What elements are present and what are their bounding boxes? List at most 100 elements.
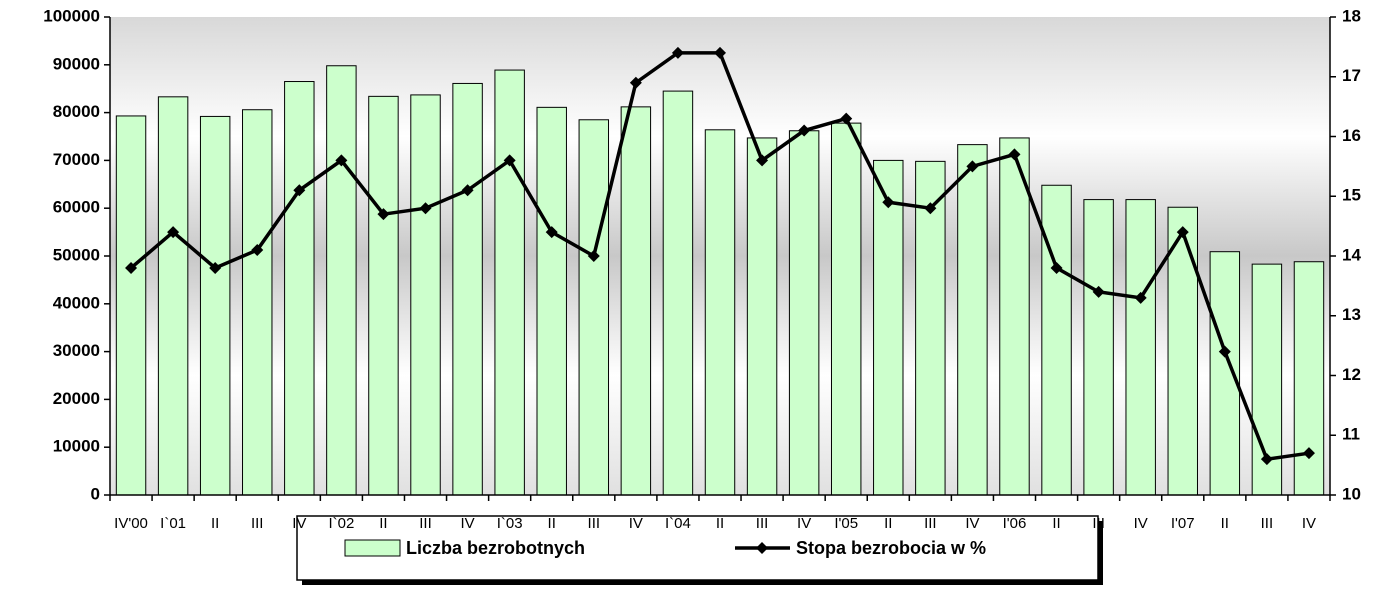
x-tick-label: IV <box>629 515 643 532</box>
line-marker <box>966 160 979 173</box>
line-marker <box>1008 148 1021 161</box>
line-marker <box>840 112 853 125</box>
line-marker <box>377 208 390 221</box>
x-tick-label: IV <box>1134 515 1148 532</box>
x-tick-label: III <box>1261 515 1274 532</box>
bar <box>578 119 610 496</box>
x-tick-label: II <box>379 515 387 532</box>
x-tick-label: I'05 <box>834 515 858 532</box>
line-marker <box>419 202 432 215</box>
y2-tick-label: 10 <box>1342 484 1361 503</box>
y2-tick-label: 16 <box>1342 126 1361 145</box>
line-marker <box>545 226 558 239</box>
bar <box>199 115 231 496</box>
line-marker <box>251 244 264 257</box>
bar <box>957 144 988 496</box>
x-tick-label: II <box>548 515 556 532</box>
bar <box>915 160 946 496</box>
bar <box>1041 184 1072 496</box>
x-tick-label: IV <box>460 515 474 532</box>
x-tick-label: III <box>588 515 601 532</box>
bar <box>788 130 820 496</box>
bar <box>452 82 483 496</box>
legend-marker <box>756 542 768 554</box>
y2-tick-label: 13 <box>1342 305 1361 324</box>
y-tick-label: 70000 <box>53 150 100 169</box>
x-tick-label: IV <box>1302 515 1316 532</box>
x-tick-label: III <box>419 515 432 532</box>
x-tick-label: I`02 <box>328 515 354 532</box>
legend <box>296 515 1103 585</box>
line-marker <box>882 196 895 209</box>
bar <box>157 96 189 496</box>
bar <box>494 69 525 496</box>
x-tick-label: II <box>211 515 219 532</box>
line-marker <box>1260 453 1273 466</box>
bar <box>1083 199 1114 496</box>
y-tick-label: 0 <box>91 484 100 503</box>
y-tick-label: 80000 <box>53 102 100 121</box>
x-tick-label: III <box>924 515 937 532</box>
y-tick-label: 20000 <box>53 389 100 408</box>
bar <box>746 137 778 496</box>
x-tick-label: II <box>1221 515 1229 532</box>
line-marker <box>1050 261 1063 274</box>
x-tick-label: I`04 <box>665 515 691 532</box>
line-marker <box>503 154 516 167</box>
y-tick-label: 100000 <box>43 6 100 25</box>
line-marker <box>798 124 811 137</box>
x-tick-label: III <box>251 515 264 532</box>
x-tick-label: II <box>716 515 724 532</box>
line-marker <box>671 46 684 59</box>
x-tick-label: III <box>756 515 769 532</box>
line-marker <box>167 226 180 239</box>
x-tick-label: IV <box>292 515 306 532</box>
y2-tick-label: 17 <box>1342 66 1361 85</box>
line-marker <box>1092 285 1105 298</box>
y2-tick-label: 14 <box>1342 245 1361 264</box>
line-marker <box>1134 291 1147 304</box>
x-tick-label: IV'00 <box>114 515 148 532</box>
line-marker <box>293 184 306 197</box>
x-tick-label: I`03 <box>497 515 523 532</box>
y-tick-label: 30000 <box>53 341 100 360</box>
legend-label: Liczba bezrobotnych <box>406 538 585 558</box>
x-tick-label: IV <box>797 515 811 532</box>
line-marker <box>335 154 348 167</box>
bar <box>704 129 736 496</box>
x-tick-label: III <box>1092 515 1105 532</box>
legend-swatch <box>344 539 401 557</box>
line-marker <box>924 202 937 215</box>
bar <box>326 65 357 496</box>
y-tick-label: 90000 <box>53 54 100 73</box>
bar <box>242 109 273 496</box>
bar <box>662 90 694 496</box>
line-marker <box>587 250 600 262</box>
line-marker <box>461 184 474 197</box>
bar <box>873 159 904 496</box>
y-tick-label: 40000 <box>53 293 100 312</box>
y2-tick-label: 12 <box>1342 365 1361 384</box>
legend-label: Stopa bezrobocia w % <box>796 538 986 558</box>
line-marker <box>125 261 138 274</box>
line-marker <box>756 154 769 167</box>
line-marker <box>1218 345 1231 358</box>
bar <box>620 106 652 496</box>
line-marker <box>1302 447 1315 460</box>
line-marker <box>1176 226 1189 239</box>
y-tick-label: 10000 <box>53 437 100 456</box>
legend-box <box>296 515 1099 581</box>
bar <box>368 95 399 496</box>
x-tick-label: I'06 <box>1003 515 1027 532</box>
y-tick-label: 60000 <box>53 198 100 217</box>
bar <box>284 81 315 496</box>
bar <box>115 115 147 496</box>
bar <box>999 137 1030 496</box>
x-tick-label: I`01 <box>160 515 186 532</box>
x-tick-label: II <box>1052 515 1060 532</box>
line-marker <box>629 76 642 89</box>
bar <box>1125 199 1156 496</box>
y2-tick-label: 15 <box>1342 186 1361 205</box>
y-tick-label: 50000 <box>53 245 100 264</box>
